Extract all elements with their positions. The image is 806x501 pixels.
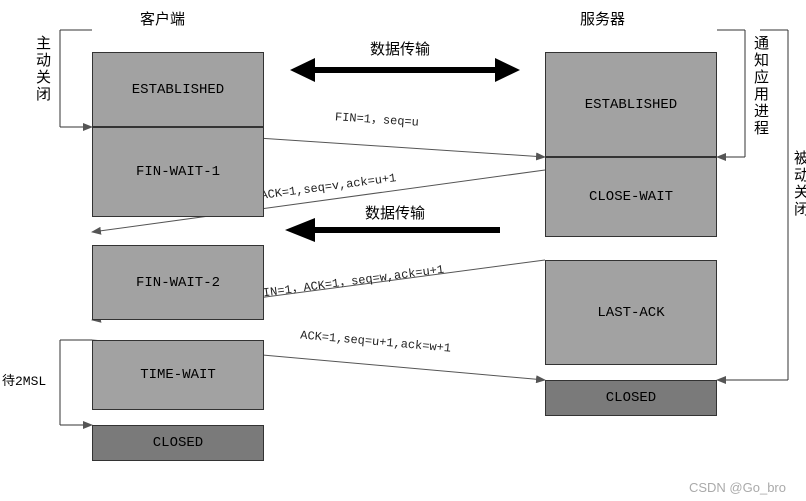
active-close-label: 主动关闭: [32, 35, 53, 103]
server-header: 服务器: [580, 8, 625, 29]
server-state-close-wait: CLOSE-WAIT: [545, 157, 717, 237]
server-state-established: ESTABLISHED: [545, 52, 717, 157]
data-transfer-1: 数据传输: [370, 38, 430, 59]
watermark: CSDN @Go_bro: [689, 480, 786, 495]
notify-app-label: 通知应用进程: [750, 35, 771, 137]
server-state-closed: CLOSED: [545, 380, 717, 416]
client-header: 客户端: [140, 8, 185, 29]
wait-2msl-label: 待2MSL: [2, 370, 46, 389]
msg-fin-w: FIN=1，ACK=1，seq=w,ack=u+1: [255, 260, 445, 302]
msg-fin-u: FIN=1，seq=u: [335, 107, 420, 130]
client-state-fin-wait-1: FIN-WAIT-1: [92, 127, 264, 217]
passive-close-label: 被动关闭: [790, 150, 806, 218]
msg-ack-v: ACK=1,seq=v,ack=u+1: [260, 171, 397, 203]
data-transfer-2: 数据传输: [365, 202, 425, 223]
client-state-closed: CLOSED: [92, 425, 264, 461]
client-state-time-wait: TIME-WAIT: [92, 340, 264, 410]
client-state-established: ESTABLISHED: [92, 52, 264, 127]
client-state-fin-wait-2: FIN-WAIT-2: [92, 245, 264, 320]
server-state-last-ack: LAST-ACK: [545, 260, 717, 365]
tcp-close-diagram: 客户端 服务器 主动关闭 待2MSL 通知应用进程 被动关闭 数据传输 数据传输…: [0, 0, 806, 501]
msg-ack-w: ACK=1,seq=u+1,ack=w+1: [300, 328, 452, 355]
